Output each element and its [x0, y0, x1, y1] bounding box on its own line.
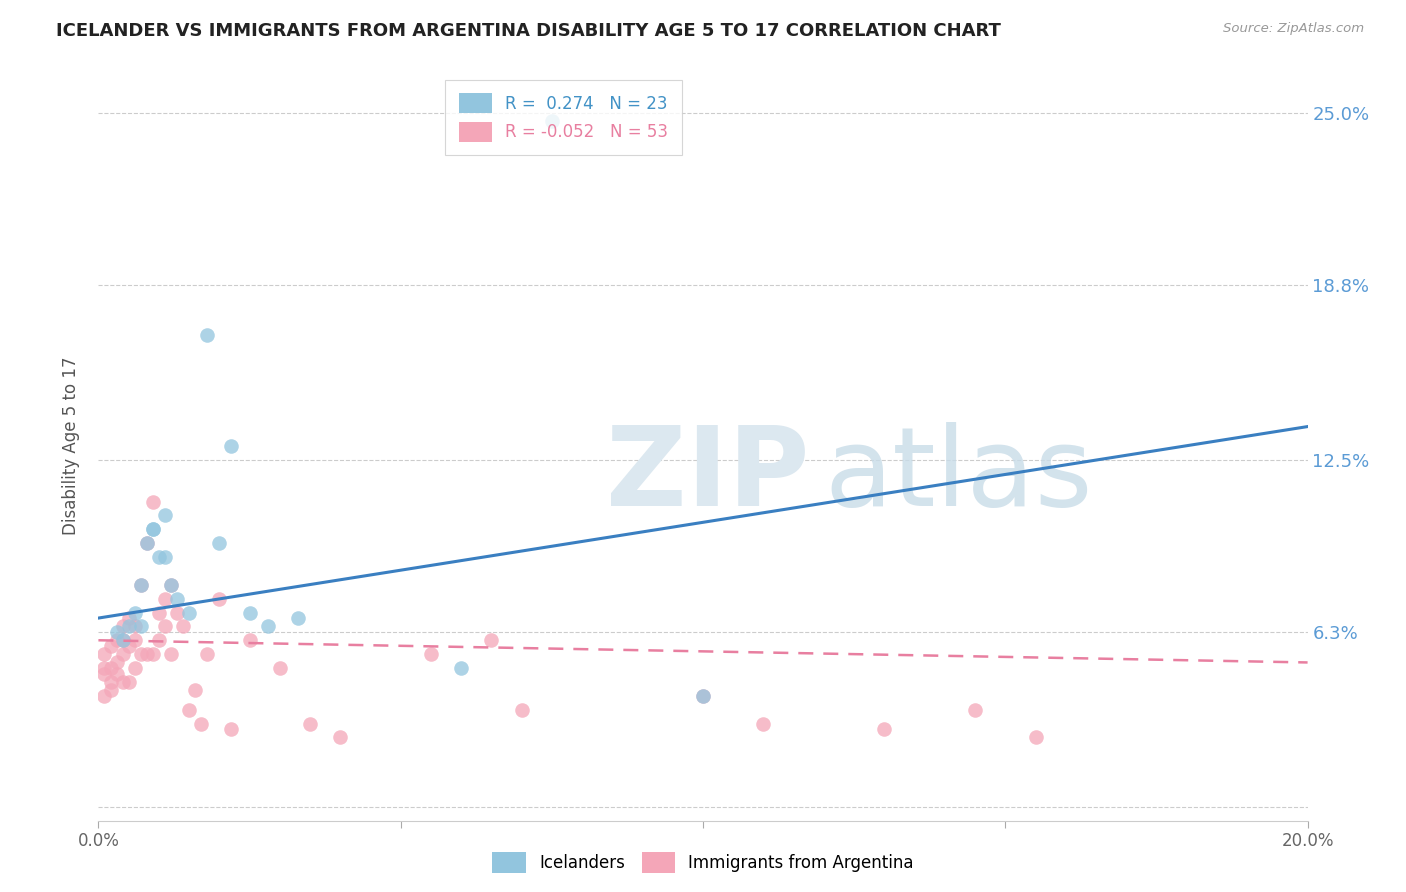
- Point: [148, 606, 170, 620]
- Legend: Icelanders, Immigrants from Argentina: Icelanders, Immigrants from Argentina: [485, 846, 921, 880]
- Point: [256, 619, 278, 633]
- Point: [124, 619, 146, 633]
- Point: [153, 508, 176, 523]
- Point: [481, 633, 503, 648]
- Point: [135, 536, 157, 550]
- Point: [540, 114, 562, 128]
- Point: [111, 647, 134, 661]
- Point: [111, 619, 134, 633]
- Point: [1024, 731, 1046, 745]
- Point: [100, 639, 122, 653]
- Point: [142, 647, 165, 661]
- Point: [111, 633, 134, 648]
- Point: [239, 633, 262, 648]
- Point: [208, 536, 231, 550]
- Point: [142, 522, 165, 536]
- Point: [142, 522, 165, 536]
- Y-axis label: Disability Age 5 to 17: Disability Age 5 to 17: [62, 357, 80, 535]
- Point: [195, 647, 218, 661]
- Point: [118, 611, 141, 625]
- Point: [420, 647, 443, 661]
- Point: [124, 633, 146, 648]
- Point: [510, 703, 533, 717]
- Point: [129, 647, 152, 661]
- Point: [100, 683, 122, 698]
- Point: [105, 656, 128, 670]
- Point: [135, 536, 157, 550]
- Point: [160, 647, 183, 661]
- Point: [965, 703, 987, 717]
- Point: [221, 722, 243, 736]
- Point: [160, 578, 183, 592]
- Point: [100, 674, 122, 689]
- Point: [105, 666, 128, 681]
- Point: [111, 633, 134, 648]
- Point: [287, 611, 309, 625]
- Point: [135, 647, 157, 661]
- Point: [184, 683, 207, 698]
- Point: [221, 439, 243, 453]
- Point: [179, 606, 201, 620]
- Point: [692, 689, 714, 703]
- Point: [118, 674, 141, 689]
- Text: ZIP: ZIP: [606, 423, 810, 530]
- Point: [153, 591, 176, 606]
- Point: [172, 619, 194, 633]
- Point: [153, 549, 176, 564]
- Point: [208, 591, 231, 606]
- Point: [124, 606, 146, 620]
- Point: [873, 722, 896, 736]
- Point: [111, 674, 134, 689]
- Point: [118, 639, 141, 653]
- Point: [100, 661, 122, 675]
- Point: [195, 328, 218, 343]
- Point: [129, 578, 152, 592]
- Point: [179, 703, 201, 717]
- Point: [105, 633, 128, 648]
- Point: [93, 661, 115, 675]
- Point: [239, 606, 262, 620]
- Point: [129, 619, 152, 633]
- Legend: R =  0.274   N = 23, R = -0.052   N = 53: R = 0.274 N = 23, R = -0.052 N = 53: [446, 79, 682, 155]
- Point: [190, 716, 212, 731]
- Point: [160, 578, 183, 592]
- Point: [93, 647, 115, 661]
- Point: [752, 716, 775, 731]
- Point: [148, 549, 170, 564]
- Text: ICELANDER VS IMMIGRANTS FROM ARGENTINA DISABILITY AGE 5 TO 17 CORRELATION CHART: ICELANDER VS IMMIGRANTS FROM ARGENTINA D…: [56, 22, 1001, 40]
- Point: [93, 666, 115, 681]
- Point: [692, 689, 714, 703]
- Point: [299, 716, 322, 731]
- Text: Source: ZipAtlas.com: Source: ZipAtlas.com: [1223, 22, 1364, 36]
- Point: [105, 624, 128, 639]
- Point: [269, 661, 291, 675]
- Point: [329, 731, 352, 745]
- Point: [124, 661, 146, 675]
- Point: [93, 689, 115, 703]
- Text: atlas: atlas: [824, 423, 1092, 530]
- Point: [166, 606, 188, 620]
- Point: [129, 578, 152, 592]
- Point: [153, 619, 176, 633]
- Point: [148, 633, 170, 648]
- Point: [166, 591, 188, 606]
- Point: [450, 661, 472, 675]
- Point: [118, 619, 141, 633]
- Point: [142, 494, 165, 508]
